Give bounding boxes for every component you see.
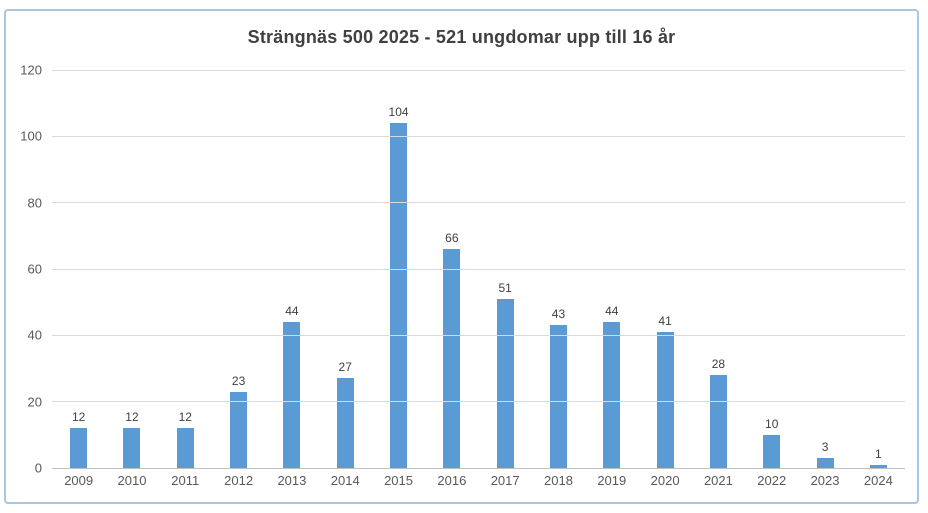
x-tick-label-2015: 2015 <box>384 473 413 488</box>
bar-2024 <box>869 464 887 468</box>
bar-slot-2015: 104 <box>372 70 425 468</box>
bar-slot-2021: 28 <box>692 70 745 468</box>
y-tick-label-0: 0 <box>34 460 42 476</box>
bar-2016 <box>443 249 461 468</box>
bar-slot-2009: 12 <box>52 70 105 468</box>
bar-2017 <box>496 298 514 468</box>
y-tick-label-120: 120 <box>20 62 42 78</box>
bar-value-label-2009: 12 <box>71 410 86 425</box>
bar-slot-2022: 10 <box>745 70 798 468</box>
bar-value-label-2020: 41 <box>658 314 672 329</box>
x-tick-label-2019: 2019 <box>597 473 627 488</box>
y-tick-label-80: 80 <box>27 195 42 211</box>
x-tick-label-2021: 2021 <box>703 473 733 488</box>
bar-2020 <box>656 332 674 468</box>
bar-value-label-2014: 27 <box>338 360 352 375</box>
x-tick-label-2010: 2010 <box>117 473 147 488</box>
bar-slot-2011: 12 <box>159 70 212 468</box>
bar-value-label-2011: 12 <box>178 410 192 425</box>
bar-slot-2012: 23 <box>212 70 265 468</box>
x-tick-label-2018: 2018 <box>544 473 573 488</box>
bar-slot-2020: 41 <box>638 70 691 468</box>
chart-title: Strängnäs 500 2025 - 521 ungdomar upp ti… <box>247 27 676 47</box>
bar-2014 <box>336 378 354 468</box>
bar-slot-2010: 12 <box>105 70 158 468</box>
bar-value-label-2013: 44 <box>285 304 299 319</box>
x-tick-label-2011: 2011 <box>171 473 200 488</box>
x-tick-label-2016: 2016 <box>437 473 467 488</box>
plot-area: 12 12 12 23 44 27 104 66 51 43 44 41 28 10 3 1 0 20 40 60 8… <box>20 63 905 476</box>
bar-value-label-2017: 51 <box>498 280 512 295</box>
x-axis-labels: 2009 2010 2011 2012 2013 2014 2015 2016 2017 2018… <box>52 473 905 488</box>
bar-2009 <box>70 428 88 468</box>
bar-2012 <box>230 391 248 468</box>
bar-slots: 12 12 12 23 44 27 104 66 51 43 44 41 28 10 3 1 <box>52 70 905 468</box>
gridline-y-40 <box>52 334 905 336</box>
bar-value-label-2010: 12 <box>125 410 139 425</box>
x-tick-label-2017: 2017 <box>490 473 520 488</box>
bar-2010 <box>123 428 141 468</box>
x-tick-label-2020: 2020 <box>650 473 680 488</box>
bar-slot-2023: 3 <box>798 70 851 468</box>
bar-value-label-2015: 104 <box>388 105 409 120</box>
bar-slot-2019: 44 <box>585 70 638 468</box>
bar-2011 <box>176 428 194 468</box>
bar-slot-2017: 51 <box>479 70 532 468</box>
y-tick-label-100: 100 <box>20 128 42 144</box>
gridline-y-120 <box>52 69 905 71</box>
bar-value-label-2018: 43 <box>551 307 566 322</box>
bar-2022 <box>763 434 781 468</box>
x-tick-label-2024: 2024 <box>863 473 893 488</box>
bar-slot-2014: 27 <box>319 70 372 468</box>
bar-slot-2013: 44 <box>265 70 318 468</box>
gridline-y-20 <box>52 401 905 403</box>
x-tick-label-2012: 2012 <box>224 473 254 488</box>
x-tick-label-2022: 2022 <box>757 473 787 488</box>
x-tick-label-2009: 2009 <box>64 473 94 488</box>
bar-value-label-2022: 10 <box>765 416 779 431</box>
bar-value-label-2019: 44 <box>605 304 619 319</box>
bar-value-label-2016: 66 <box>445 231 459 246</box>
gridline-y-100 <box>52 135 905 137</box>
bar-2013 <box>283 322 301 468</box>
bar-slot-2018: 43 <box>532 70 585 468</box>
x-tick-label-2013: 2013 <box>277 473 307 488</box>
chart-frame: Strängnäs 500 2025 - 521 ungdomar upp ti… <box>4 9 919 504</box>
y-tick-label-60: 60 <box>27 261 42 277</box>
gridline-y-60 <box>52 268 905 270</box>
bar-value-label-2012: 23 <box>231 373 246 388</box>
bar-2023 <box>816 458 834 468</box>
bar-value-label-2021: 28 <box>711 357 726 372</box>
bar-2019 <box>603 322 621 468</box>
bar-slot-2024: 1 <box>852 70 905 468</box>
bar-2015 <box>390 123 408 468</box>
bar-value-label-2023: 3 <box>821 440 829 455</box>
bar-value-label-2024: 1 <box>875 446 882 461</box>
y-tick-label-40: 40 <box>27 327 42 343</box>
x-tick-label-2023: 2023 <box>810 473 840 488</box>
bar-slot-2016: 66 <box>425 70 478 468</box>
bar-2018 <box>549 325 567 468</box>
x-axis-line <box>52 467 905 469</box>
gridline-y-80 <box>52 202 905 204</box>
y-tick-label-20: 20 <box>27 394 42 410</box>
x-tick-label-2014: 2014 <box>330 473 360 488</box>
bar-2021 <box>709 375 727 468</box>
